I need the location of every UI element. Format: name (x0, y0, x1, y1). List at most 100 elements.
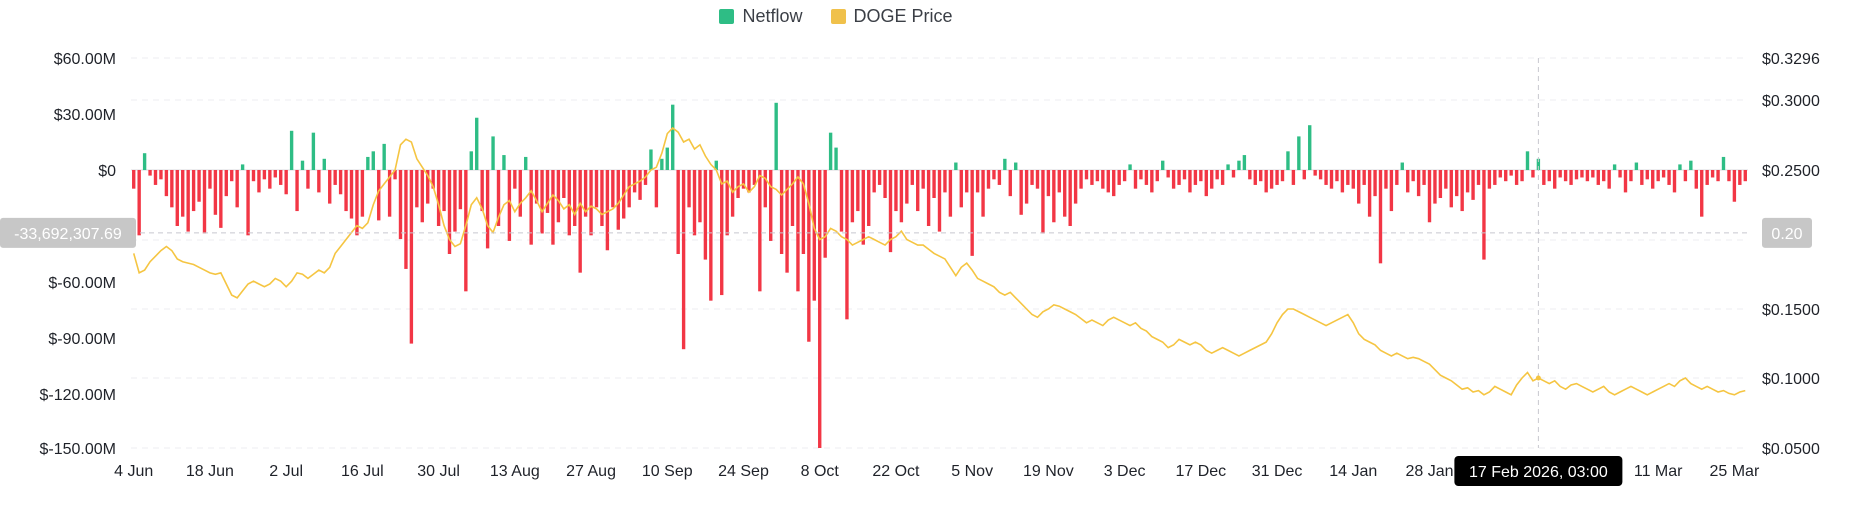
legend-label-doge-price: DOGE Price (853, 6, 953, 26)
netflow-bar (1438, 170, 1443, 198)
netflow-bar (1689, 160, 1693, 170)
legend-item-netflow[interactable]: Netflow (719, 6, 803, 27)
netflow-bar (398, 170, 403, 240)
netflow-bar (654, 170, 659, 208)
netflow-bar (714, 160, 718, 170)
netflow-bar (1073, 170, 1078, 204)
netflow-bar (818, 170, 822, 448)
netflow-bar (475, 117, 479, 170)
x-tick: 14 Jan (1329, 463, 1377, 480)
netflow-bar (861, 170, 865, 245)
netflow-bar (1084, 170, 1089, 180)
netflow-bar (529, 170, 533, 245)
netflow-bar (170, 170, 174, 208)
netflow-bar (485, 170, 490, 249)
netflow-bar (426, 170, 430, 204)
netflow-bar (774, 102, 778, 170)
netflow-bar (720, 170, 724, 296)
netflow-bar (834, 147, 838, 170)
netflow-bar (257, 170, 261, 193)
netflow-bar (1019, 170, 1023, 215)
netflow-bar (1242, 155, 1247, 170)
netflow-bar (1591, 170, 1595, 178)
netflow-bar (1683, 170, 1688, 182)
netflow-bar (1150, 170, 1154, 193)
netflow-bar (317, 170, 321, 193)
netflow-bar (159, 170, 163, 180)
netflow-bar (752, 170, 757, 185)
netflow-bar (567, 170, 571, 236)
netflow-bar (1378, 170, 1383, 264)
netflow-bar (1509, 170, 1513, 176)
netflow-bar (981, 170, 985, 217)
netflow-bar (1351, 170, 1355, 189)
netflow-bar (1177, 170, 1181, 185)
netflow-bar (1286, 151, 1290, 170)
legend-item-doge-price[interactable]: DOGE Price (830, 6, 953, 27)
netflow-bar (867, 170, 871, 226)
netflow-bar (1269, 170, 1274, 189)
netflow-bar (496, 170, 501, 226)
netflow-bar (709, 170, 713, 301)
netflow-bar (1656, 170, 1660, 182)
netflow-bar (888, 170, 893, 253)
netflow-bar (1313, 170, 1317, 176)
crosshair-price-tag (1762, 217, 1812, 248)
netflow-bar (921, 170, 925, 189)
netflow-bar (1400, 162, 1404, 170)
y-right-tick: $0.1000 (1762, 371, 1820, 388)
netflow-bar (333, 170, 337, 185)
netflow-bar (1710, 170, 1715, 178)
netflow-bar (1308, 125, 1312, 170)
netflow-bar (1215, 170, 1219, 180)
netflow-bar (910, 170, 914, 185)
netflow-bar (1607, 170, 1611, 189)
netflow-bar (856, 170, 860, 212)
netflow-bar (790, 170, 795, 226)
netflow-bar (306, 170, 310, 189)
netflow-bar (627, 170, 631, 208)
netflow-bar (1297, 136, 1301, 170)
netflow-bar (665, 147, 669, 170)
netflow-bar (300, 160, 305, 170)
netflow-bar (1640, 170, 1644, 185)
netflow-bar (1090, 170, 1094, 185)
y-right-tick: $0.2500 (1762, 163, 1820, 180)
netflow-bar (1536, 158, 1541, 170)
x-tick: 5 Nov (951, 463, 993, 480)
netflow-bar (1231, 170, 1236, 178)
netflow-bar (1514, 170, 1519, 185)
netflow-bar (137, 170, 141, 236)
x-tick: 8 Oct (801, 463, 840, 480)
netflow-bar (872, 170, 876, 193)
netflow-bar (1008, 170, 1012, 197)
x-tick: 27 Aug (566, 463, 616, 480)
netflow-bar (142, 153, 147, 170)
netflow-bar (769, 170, 773, 241)
netflow-bar (1672, 170, 1677, 193)
netflow-bar (1553, 170, 1557, 189)
netflow-bar (153, 170, 158, 185)
netflow-bar (507, 170, 512, 241)
netflow-bar (480, 170, 484, 212)
netflow-bar (954, 162, 958, 170)
netflow-bar (1596, 170, 1600, 185)
x-tick: 28 Jan (1405, 463, 1453, 480)
netflow-bar (681, 170, 686, 350)
netflow-bar (965, 170, 969, 193)
netflow-bar (589, 170, 593, 236)
netflow-bar (894, 170, 898, 212)
netflow-bar (164, 170, 169, 197)
y-right-tick: $0.1500 (1762, 302, 1820, 319)
netflow-bar (796, 170, 800, 292)
netflow-bar (224, 170, 228, 197)
netflow-bar (1346, 170, 1350, 185)
netflow-bar (1041, 170, 1045, 234)
netflow-bar (534, 170, 539, 204)
netflow-bar (240, 164, 245, 170)
netflow-bar (1063, 170, 1067, 217)
netflow-bar (1291, 170, 1296, 185)
netflow-bar (1547, 170, 1551, 182)
netflow-bar (943, 170, 947, 193)
